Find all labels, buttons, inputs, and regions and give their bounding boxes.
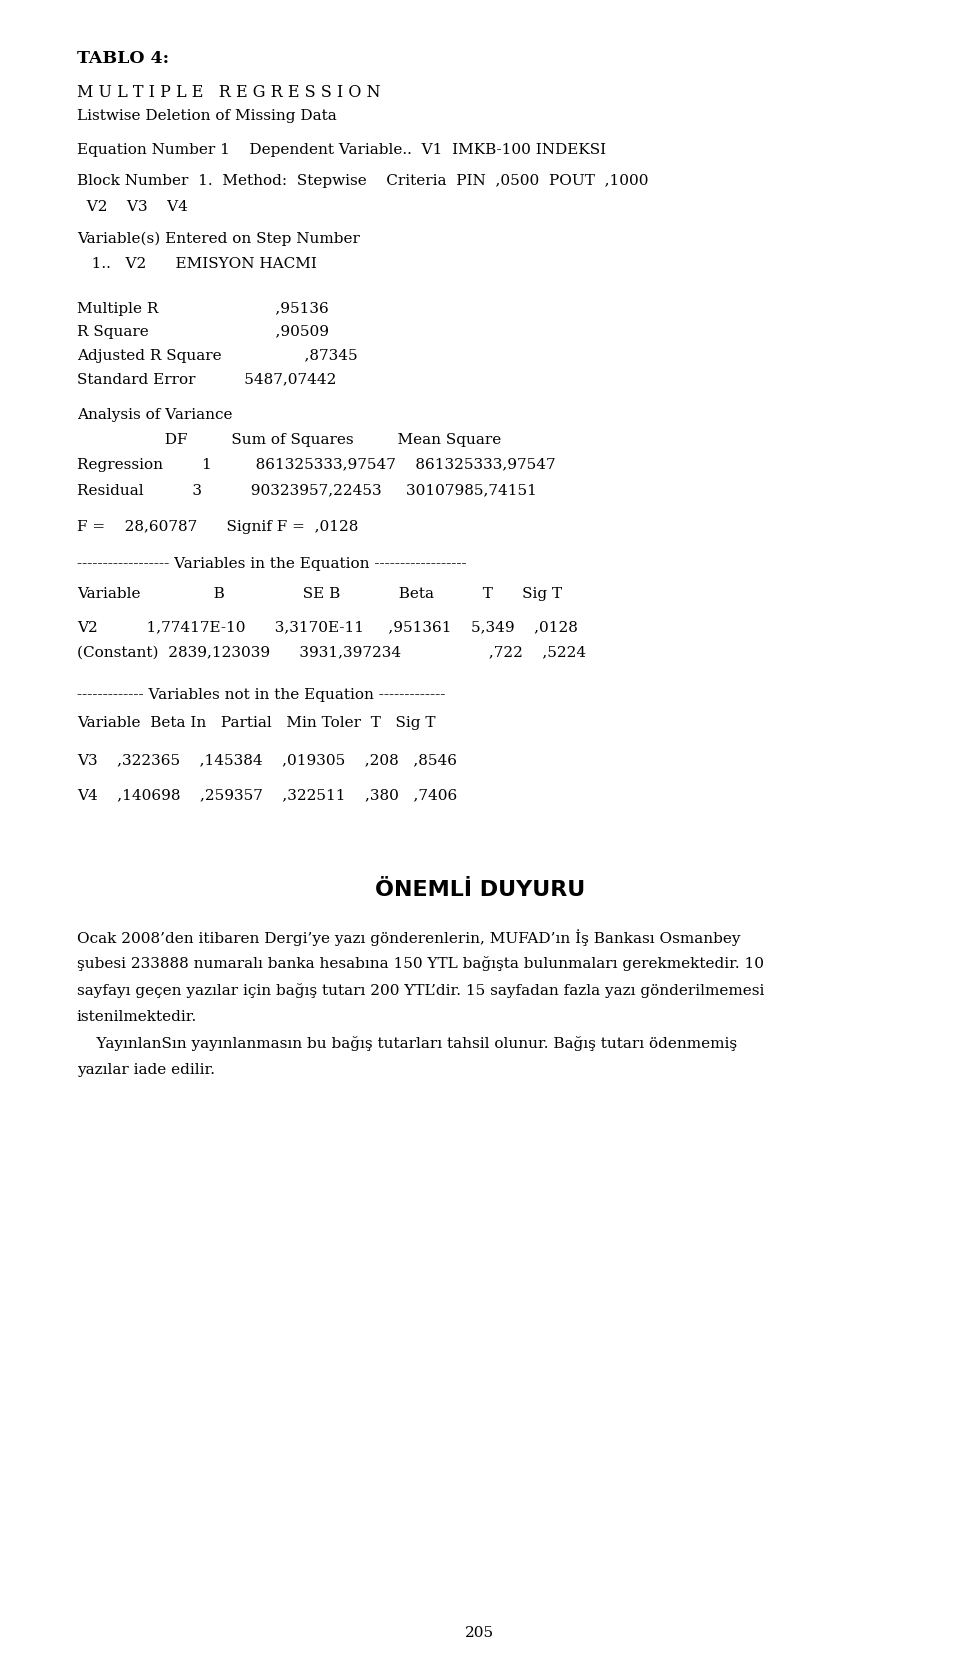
Text: Analysis of Variance: Analysis of Variance [77,408,232,421]
Text: M U L T I P L E   R E G R E S S I O N: M U L T I P L E R E G R E S S I O N [77,84,380,101]
Text: DF         Sum of Squares         Mean Square: DF Sum of Squares Mean Square [77,433,501,446]
Text: V2          1,77417E-10      3,3170E-11     ,951361    5,349    ,0128: V2 1,77417E-10 3,3170E-11 ,951361 5,349 … [77,620,578,634]
Text: şubesi 233888 numaralı banka hesabına 150 YTL bağışta bulunmaları gerekmektedir.: şubesi 233888 numaralı banka hesabına 15… [77,956,764,971]
Text: V4    ,140698    ,259357    ,322511    ,380   ,7406: V4 ,140698 ,259357 ,322511 ,380 ,7406 [77,788,457,802]
Text: Adjusted R Square                 ,87345: Adjusted R Square ,87345 [77,349,357,362]
Text: ÖNEMLİ DUYURU: ÖNEMLİ DUYURU [374,880,586,901]
Text: yazılar iade edilir.: yazılar iade edilir. [77,1063,215,1077]
Text: Variable(s) Entered on Step Number: Variable(s) Entered on Step Number [77,231,360,247]
Text: Residual          3          90323957,22453     30107985,74151: Residual 3 90323957,22453 30107985,74151 [77,483,537,496]
Text: Equation Number 1    Dependent Variable..  V1  IMKB-100 INDEKSI: Equation Number 1 Dependent Variable.. V… [77,143,606,156]
Text: Block Number  1.  Method:  Stepwise    Criteria  PIN  ,0500  POUT  ,1000: Block Number 1. Method: Stepwise Criteri… [77,174,648,188]
Text: R Square                          ,90509: R Square ,90509 [77,325,328,339]
Text: V2    V3    V4: V2 V3 V4 [77,200,187,213]
Text: (Constant)  2839,123039      3931,397234                  ,722    ,5224: (Constant) 2839,123039 3931,397234 ,722 … [77,646,586,659]
Text: 1..   V2      EMISYON HACMI: 1.. V2 EMISYON HACMI [77,257,317,270]
Text: Ocak 2008’den itibaren Dergi’ye yazı gönderenlerin, MUFAD’ın İş Bankası Osmanbey: Ocak 2008’den itibaren Dergi’ye yazı gön… [77,929,740,946]
Text: Standard Error          5487,07442: Standard Error 5487,07442 [77,372,336,386]
Text: Variable               B                SE B            Beta          T      Sig: Variable B SE B Beta T Sig [77,587,562,600]
Text: TABLO 4:: TABLO 4: [77,50,169,67]
Text: 205: 205 [466,1627,494,1640]
Text: istenilmektedir.: istenilmektedir. [77,1010,197,1023]
Text: Multiple R                        ,95136: Multiple R ,95136 [77,302,328,315]
Text: Listwise Deletion of Missing Data: Listwise Deletion of Missing Data [77,109,337,122]
Text: V3    ,322365    ,145384    ,019305    ,208   ,8546: V3 ,322365 ,145384 ,019305 ,208 ,8546 [77,753,457,766]
Text: ------------------ Variables in the Equation ------------------: ------------------ Variables in the Equa… [77,557,467,570]
Text: Variable  Beta In   Partial   Min Toler  T   Sig T: Variable Beta In Partial Min Toler T Sig… [77,716,435,729]
Text: sayfayı geçen yazılar için bağış tutarı 200 YTL’dir. 15 sayfadan fazla yazı gönd: sayfayı geçen yazılar için bağış tutarı … [77,983,764,998]
Text: F =    28,60787      Signif F =  ,0128: F = 28,60787 Signif F = ,0128 [77,520,358,533]
Text: Regression        1         861325333,97547    861325333,97547: Regression 1 861325333,97547 861325333,9… [77,458,556,471]
Text: ------------- Variables not in the Equation -------------: ------------- Variables not in the Equat… [77,688,445,701]
Text: YayınlanSın yayınlanmasın bu bağış tutarları tahsil olunur. Bağış tutarı ödenmem: YayınlanSın yayınlanmasın bu bağış tutar… [77,1036,737,1051]
